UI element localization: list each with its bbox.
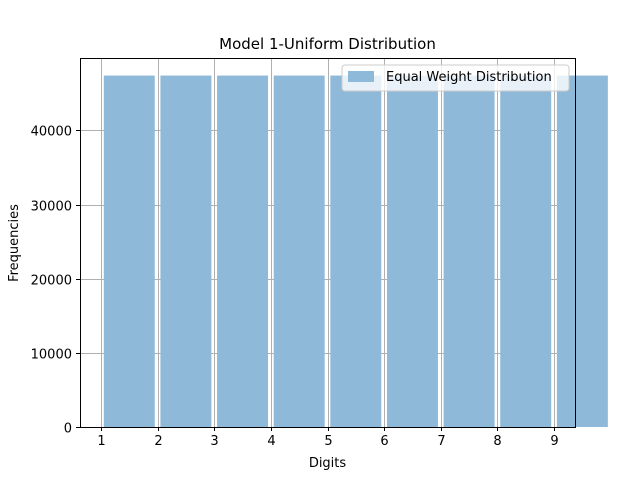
bar-1 <box>103 75 155 428</box>
y-tick-label: 40000 <box>31 125 72 140</box>
x-tick-label: 9 <box>550 434 558 449</box>
bar-9 <box>556 75 608 428</box>
x-tick-label: 3 <box>210 434 218 449</box>
bars <box>103 75 608 428</box>
y-tick-label: 0 <box>64 422 72 437</box>
bar-4 <box>273 75 325 428</box>
bar-8 <box>500 75 552 428</box>
bar-2 <box>160 75 212 428</box>
bar-3 <box>217 75 269 428</box>
legend-label: Equal Weight Distribution <box>386 70 552 85</box>
x-tick-label: 4 <box>267 434 275 449</box>
x-axis-title: Digits <box>309 456 347 471</box>
x-tick-label: 1 <box>97 434 105 449</box>
y-tick-label: 10000 <box>31 348 72 363</box>
chart-title: Model 1-Uniform Distribution <box>219 35 436 53</box>
legend-box <box>341 64 570 92</box>
x-tick-label: 2 <box>154 434 162 449</box>
x-tick-label: 6 <box>380 434 388 449</box>
bar-5 <box>330 75 382 428</box>
y-tick-label: 30000 <box>31 200 72 215</box>
y-axis-ticks: 0 10000 20000 30000 40000 <box>31 125 80 437</box>
x-tick-label: 7 <box>437 434 445 449</box>
legend: Equal Weight Distribution <box>341 64 570 92</box>
x-axis-ticks: 1 2 3 4 5 6 7 8 9 <box>97 427 559 449</box>
bar-7 <box>443 75 495 428</box>
y-tick-label: 20000 <box>31 274 72 289</box>
y-axis-title: Frequencies <box>7 204 22 282</box>
x-tick-label: 5 <box>324 434 332 449</box>
bar-6 <box>386 75 438 428</box>
legend-swatch <box>348 71 374 82</box>
x-tick-label: 8 <box>493 434 501 449</box>
